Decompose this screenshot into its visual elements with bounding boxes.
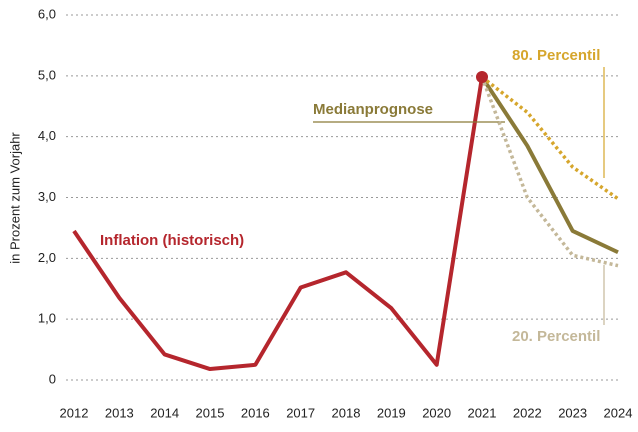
x-tick-label: 2013 — [105, 405, 134, 420]
end-marker — [476, 71, 488, 84]
x-tick-label: 2019 — [377, 405, 406, 420]
series-label: 20. Percentil — [512, 328, 600, 345]
y-tick-label: 5,0 — [38, 67, 56, 82]
x-tick-label: 2024 — [604, 405, 633, 420]
series-line — [72, 76, 484, 372]
y-tick-label: 3,0 — [38, 189, 56, 204]
x-tick-label: 2014 — [150, 405, 179, 420]
x-tick-label: 2015 — [196, 405, 225, 420]
x-tick-label: 2012 — [60, 405, 89, 420]
x-tick-label: 2017 — [286, 405, 315, 420]
x-tick-label: 2021 — [468, 405, 497, 420]
y-axis-label: in Prozent zum Vorjahr — [7, 132, 22, 264]
series-line — [480, 75, 620, 201]
y-tick-label: 4,0 — [38, 128, 56, 143]
series-line — [480, 75, 619, 255]
y-tick-label: 1,0 — [38, 311, 56, 326]
x-tick-label: 2022 — [513, 405, 542, 420]
y-tick-label: 2,0 — [38, 250, 56, 265]
y-tick-label: 6,0 — [38, 6, 56, 21]
series-label: Medianprognose — [313, 101, 433, 118]
x-tick-label: 2018 — [332, 405, 361, 420]
x-tick-label: 2023 — [558, 405, 587, 420]
y-tick-label: 0 — [49, 371, 56, 386]
x-tick-label: 2016 — [241, 405, 270, 420]
series-label: 80. Percentil — [512, 47, 600, 64]
x-tick-label: 2020 — [422, 405, 451, 420]
series-label: Inflation (historisch) — [100, 232, 244, 249]
